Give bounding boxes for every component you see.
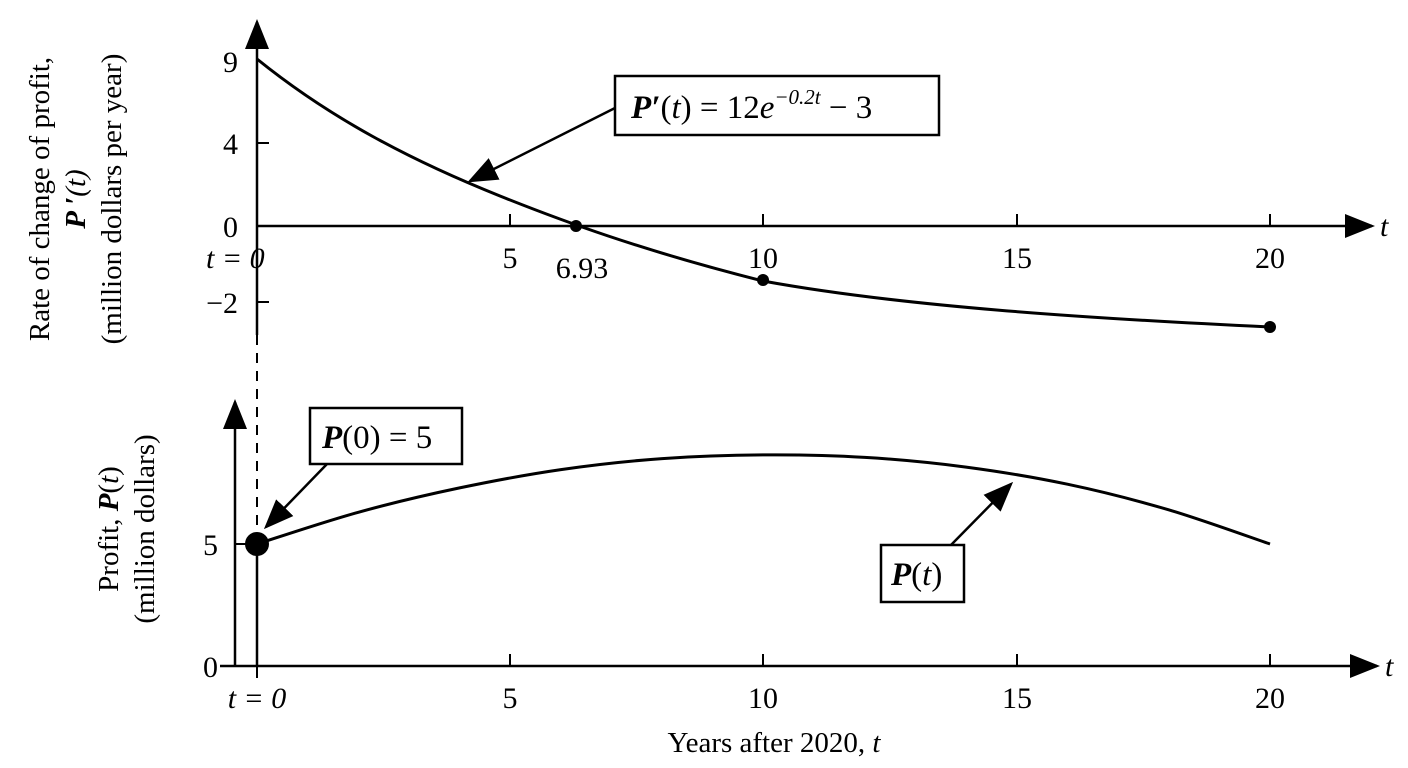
profit-initial-callout-text: P(0) = 5	[321, 420, 432, 456]
rate-y-title-prime: ′	[60, 197, 92, 212]
profit-y-title-close: )	[93, 466, 125, 476]
profit-curve-callout-var: t	[922, 557, 932, 593]
rate-y-title-open: (	[60, 185, 92, 197]
rate-x-tick-label: 5	[503, 242, 518, 275]
rate-chart: t 9 4 0 −2 t = 0 5 10 15 20 6.93	[24, 19, 1389, 345]
rate-x-ticks: t = 0 5 10 15 20 6.93	[206, 214, 1285, 285]
rate-x-tick-label: 10	[748, 242, 778, 275]
profit-y-axis-title: Profit, P(t) (million dollars)	[93, 434, 161, 623]
rate-callout-bold: P	[630, 90, 652, 126]
rate-callout-var: t	[671, 90, 681, 126]
rate-curve	[256, 57, 1271, 329]
rate-y-tick-label: 9	[223, 46, 238, 79]
profit-curve-callout-box	[879, 543, 966, 604]
rate-callout-mid: ) = 12	[681, 90, 760, 126]
rate-y-title-close: )	[60, 169, 92, 181]
rate-y-title-line3: (million dollars per year)	[96, 54, 128, 345]
rate-y-tick-label: −2	[206, 287, 238, 320]
rate-callout-box	[613, 74, 941, 137]
profit-initial-callout-arrow	[263, 463, 328, 530]
profit-curve-callout-bold: P	[890, 557, 912, 593]
rate-callout-e: e	[760, 90, 775, 126]
rate-y-ticks: 9 4 0 −2	[206, 46, 269, 320]
rate-y-title-var: t	[60, 178, 92, 187]
profit-initial-callout: P(0) = 5	[263, 406, 464, 530]
rate-x-start-label: t = 0	[206, 242, 265, 275]
profit-x-tick-label: 10	[748, 682, 778, 715]
rate-root-point	[570, 220, 582, 232]
profit-y-title-var: t	[93, 475, 125, 484]
profit-y-title-text: Profit,	[93, 511, 125, 592]
profit-y-title-line1: Profit, P(t)	[93, 466, 125, 592]
profit-curve-callout-text: P(t)	[890, 557, 942, 593]
profit-y-tick-label: 5	[203, 529, 218, 562]
profit-curve-callout-arrow	[950, 481, 1014, 546]
profit-chart: t 5 0 t = 0 5 10 15 20 P(0)	[93, 399, 1394, 759]
profit-y-tick-label: 0	[203, 651, 218, 684]
rate-root-label: 6.93	[556, 252, 609, 285]
profit-x-tick-label: 20	[1255, 682, 1285, 715]
profit-y-ticks: 5 0	[203, 529, 247, 684]
profit-x-tick-label: 15	[1002, 682, 1032, 715]
rate-x-axis-label: t	[1380, 210, 1389, 243]
rate-callout-arrow	[467, 106, 616, 183]
rate-callout: P′(t) = 12e−0.2t − 3	[467, 74, 941, 183]
rate-callout-open: (	[660, 90, 671, 126]
rate-point-t10	[757, 274, 769, 286]
profit-x-axis-label: t	[1385, 650, 1394, 683]
rate-y-title-line2: P ′(t)	[60, 169, 92, 229]
rate-callout-text: P′(t) = 12e−0.2t − 3	[630, 85, 872, 126]
profit-curve-callout: P(t)	[879, 481, 1014, 604]
rate-callout-prime: ′	[651, 90, 660, 126]
profit-y-title-line2: (million dollars)	[129, 434, 161, 623]
profit-x-title-text: Years after 2020,	[668, 727, 873, 759]
profit-curve	[256, 453, 1271, 546]
rate-y-title-line1: Rate of change of profit,	[24, 57, 56, 341]
profit-start-point	[245, 532, 269, 556]
profit-x-tick-label: t = 0	[228, 682, 287, 715]
rate-callout-tail: − 3	[821, 90, 873, 126]
rate-y-tick-label: 4	[223, 128, 238, 161]
profit-x-tick-label: 5	[503, 682, 518, 715]
rate-point-t20	[1264, 321, 1276, 333]
rate-y-title-bold: P	[60, 211, 92, 230]
profit-curve-callout-open: (	[911, 557, 922, 593]
rate-y-tick-label: 0	[223, 211, 238, 244]
rate-y-axis-title: Rate of change of profit, P ′(t) (millio…	[24, 54, 128, 345]
rate-x-tick-label: 15	[1002, 242, 1032, 275]
rate-x-tick-label: 20	[1255, 242, 1285, 275]
profit-curve-callout-close: )	[931, 557, 942, 593]
profit-y-title-open: (	[93, 484, 125, 494]
rate-callout-exp: −0.2t	[774, 85, 821, 109]
profit-initial-callout-rest: (0) = 5	[342, 420, 432, 456]
profit-initial-callout-bold: P	[321, 420, 343, 456]
profit-y-title-bold: P	[93, 493, 125, 512]
profit-x-title-var: t	[872, 727, 881, 759]
profit-x-ticks: t = 0 5 10 15 20	[228, 654, 1285, 715]
profit-initial-callout-box	[308, 406, 464, 466]
profit-x-axis-title: Years after 2020, t	[668, 727, 882, 759]
